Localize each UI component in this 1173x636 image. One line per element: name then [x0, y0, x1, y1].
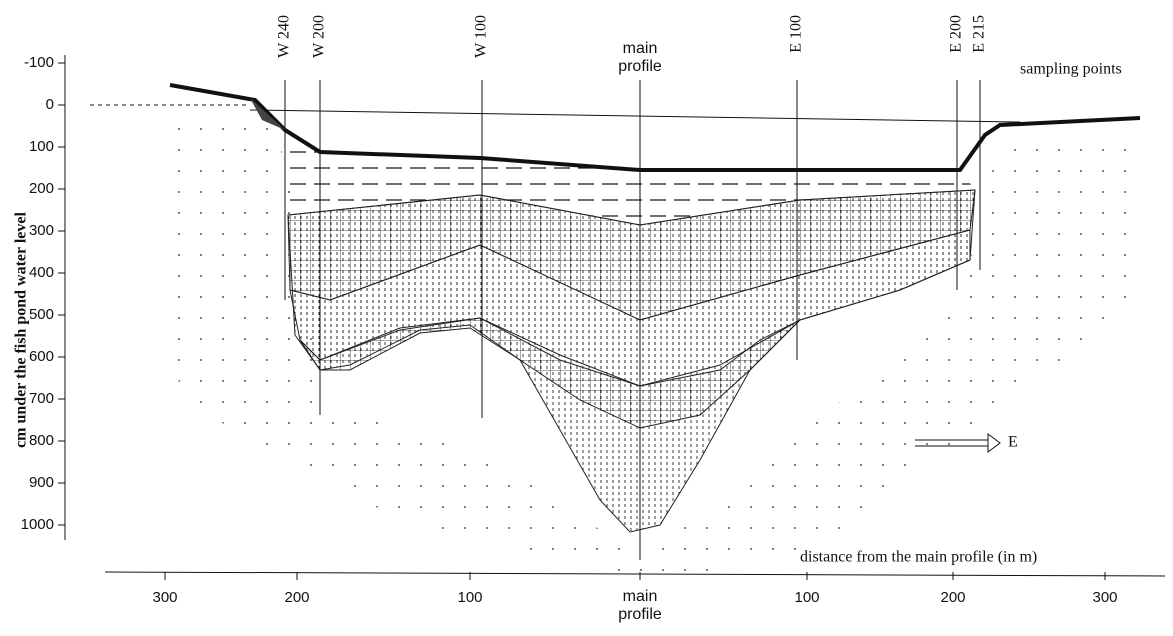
x-axis-label: distance from the main profile (in m) [800, 549, 1037, 566]
x-tick-label: 200 [940, 589, 965, 606]
pond-bottom [169, 83, 1141, 172]
bank [250, 98, 285, 130]
x-tick-label: 300 [1092, 589, 1117, 606]
y-tick-label: 600 [29, 348, 54, 365]
sampling-label: E 200 [948, 15, 965, 53]
upper-sediment [287, 189, 976, 321]
sampling-label: W 240 [276, 15, 293, 58]
sampling-label: W 200 [311, 15, 328, 58]
y-tick-label: 800 [29, 432, 54, 449]
y-tick-label: 900 [29, 474, 54, 491]
x-tick-label: 200 [284, 589, 309, 606]
sampling-label: W 100 [473, 15, 490, 58]
x-axis [104, 571, 1166, 577]
y-tick-label: 500 [29, 306, 54, 323]
y-tick-label: -100 [24, 54, 54, 71]
x-tick-label: 100 [457, 589, 482, 606]
y-tick-label: 700 [29, 390, 54, 407]
y-tick-label: 200 [29, 180, 54, 197]
sampling-label: E 215 [971, 15, 988, 53]
soil-dots [160, 120, 1140, 580]
x-tick-label: main profile [618, 588, 662, 623]
sampling-label: E 100 [788, 15, 805, 53]
y-tick-label: 300 [29, 222, 54, 239]
sampling-label: main profile [618, 40, 662, 75]
y-axis-label: cm under the fish pond water level [13, 212, 30, 448]
y-tick-label: 100 [29, 138, 54, 155]
water-layer [280, 140, 975, 225]
direction-arrow [915, 433, 1001, 453]
sampling-points-label: sampling points [1020, 61, 1122, 78]
y-tick-label: 400 [29, 264, 54, 281]
y-tick-label: 1000 [21, 516, 54, 533]
x-tick-label: 100 [794, 589, 819, 606]
direction-label: E [1008, 434, 1018, 451]
x-tick-label: 300 [152, 589, 177, 606]
water-line [249, 109, 1021, 123]
y-tick-label: 0 [46, 96, 54, 113]
